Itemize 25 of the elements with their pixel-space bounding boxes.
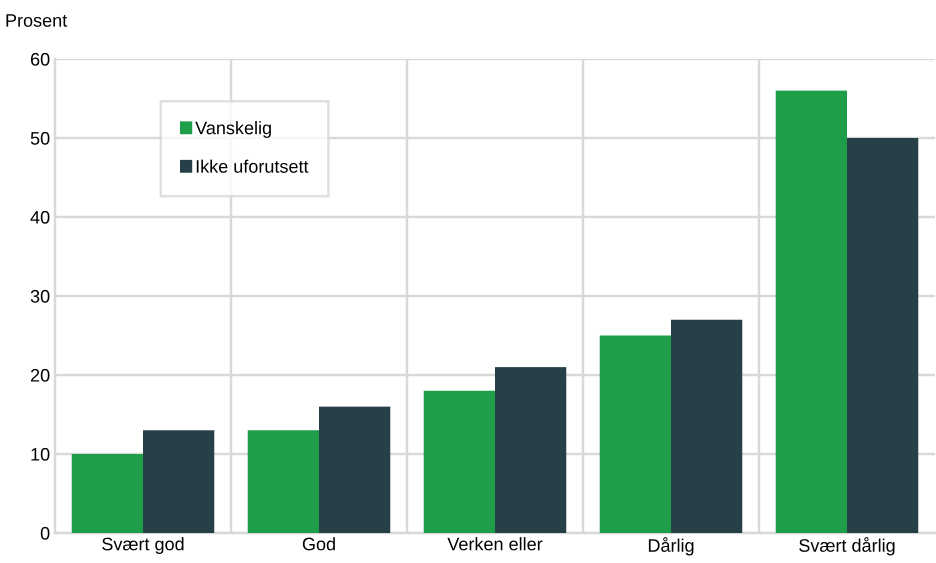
bar — [776, 90, 847, 533]
y-tick-label: 10 — [31, 448, 50, 461]
bar — [847, 138, 918, 533]
y-axis-title: Prosent — [6, 14, 68, 27]
x-tick-label: Svært god — [102, 537, 184, 554]
bar — [143, 430, 214, 533]
bar — [248, 430, 319, 533]
legend-label: Ikke uforutsett — [196, 160, 308, 173]
bar — [72, 454, 143, 533]
x-tick-label: Dårlig — [648, 537, 694, 556]
bar — [671, 320, 742, 533]
x-tick-label: Svært dårlig — [799, 537, 895, 556]
x-tick-label: God — [302, 537, 335, 550]
bar — [319, 406, 390, 533]
y-tick-label: 40 — [30, 210, 50, 224]
bar — [495, 367, 566, 533]
y-tick-label: 0 — [40, 526, 50, 540]
y-tick-label: 50 — [30, 132, 50, 145]
y-tick-label: 60 — [30, 52, 50, 66]
bar — [424, 390, 495, 533]
y-tick-label: 20 — [30, 368, 50, 382]
bar — [600, 336, 671, 533]
y-tick-label: 30 — [30, 290, 50, 303]
x-tick-label: Verken eller — [447, 537, 542, 550]
legend-label: Vanskelig — [195, 121, 271, 138]
